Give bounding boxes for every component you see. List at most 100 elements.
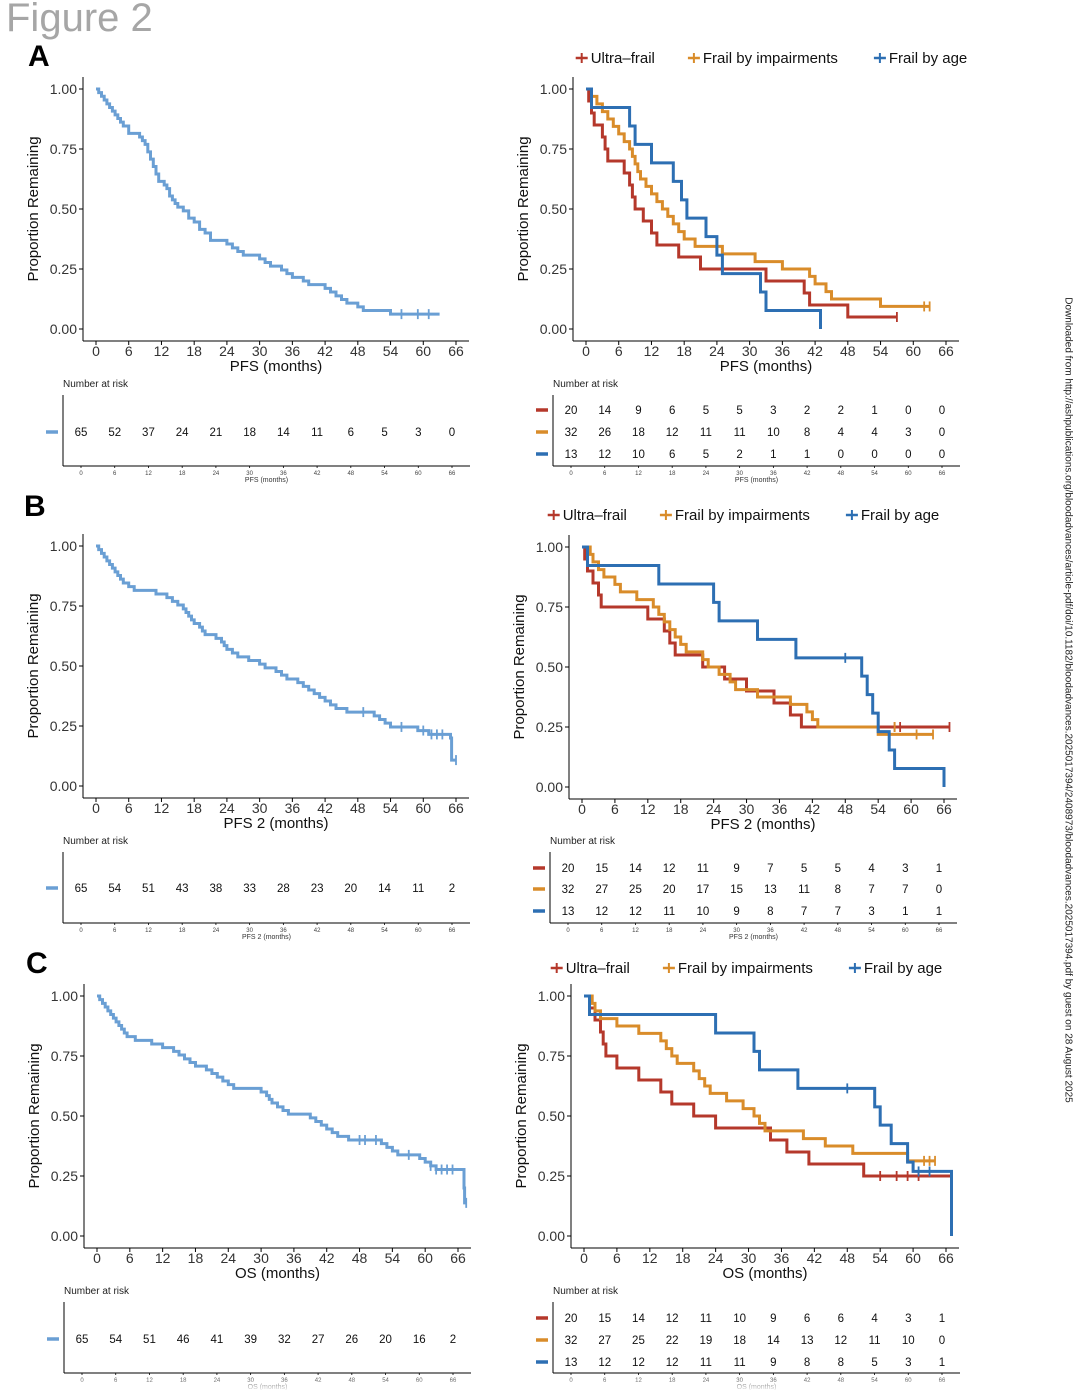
- y-tick-label: 1.00: [50, 81, 77, 97]
- x-tick-label: 48: [352, 1250, 368, 1266]
- risk-count: 0: [939, 449, 945, 461]
- x-tick-label: 42: [805, 801, 821, 817]
- km-curve-overall: [97, 994, 467, 1205]
- x-axis-label: PFS 2 (months): [223, 815, 328, 832]
- km-curve-ultra_frail: [582, 545, 950, 729]
- risk-count: 12: [666, 1357, 679, 1369]
- risk-count: 15: [595, 863, 608, 875]
- x-tick-label: 12: [155, 1250, 171, 1266]
- risk-count: 5: [871, 1357, 877, 1369]
- y-axis-label: Proportion Remaining: [25, 136, 42, 281]
- risk-count: 28: [277, 883, 290, 895]
- x-tick-label: 60: [905, 1250, 921, 1266]
- risk-count: 9: [770, 1313, 776, 1325]
- risk-count: 27: [595, 884, 608, 896]
- risk-count: 4: [838, 427, 845, 439]
- risk-count: 11: [798, 884, 810, 896]
- risk-count: 3: [868, 906, 874, 918]
- km-curve-frail_impairments: [582, 545, 933, 736]
- risk-count: 2: [450, 1334, 456, 1346]
- risk-x-tick-label: 0: [79, 471, 83, 477]
- risk-count: 20: [565, 1313, 578, 1325]
- risk-count: 33: [243, 883, 256, 895]
- y-tick-label: 0.25: [50, 718, 77, 734]
- y-tick-label: 0.50: [50, 658, 77, 674]
- risk-x-tick-label: 54: [868, 928, 875, 934]
- risk-x-tick-label: 60: [905, 471, 912, 477]
- x-tick-label: 0: [582, 343, 590, 359]
- risk-x-axis-label: PFS 2 (months): [729, 934, 778, 941]
- risk-x-tick-label: 36: [767, 928, 774, 934]
- risk-count: 14: [277, 427, 290, 439]
- risk-count: 21: [210, 427, 223, 439]
- risk-x-tick-label: 36: [770, 471, 777, 477]
- risk-x-tick-label: 42: [314, 928, 321, 934]
- risk-count: 12: [598, 1357, 611, 1369]
- risk-count: 5: [835, 863, 841, 875]
- risk-x-tick-label: 12: [632, 928, 639, 934]
- risk-x-tick-label: 54: [381, 928, 388, 934]
- risk-count: 4: [871, 1313, 878, 1325]
- x-tick-label: 48: [350, 343, 366, 359]
- chart-B-overall: 0.000.250.500.751.000 6 12 18 24 30 36 42 48 54 60…: [25, 534, 470, 941]
- legend-label: Ultra–frail: [566, 960, 630, 977]
- risk-x-tick-label: 54: [871, 471, 878, 477]
- x-tick-label: 6: [126, 1250, 134, 1266]
- x-tick-label: 24: [706, 801, 722, 817]
- risk-x-tick-label: 42: [804, 471, 811, 477]
- chart-legend: Ultra–frail Frail by impairments Frail by …: [575, 50, 967, 67]
- x-tick-label: 12: [154, 800, 170, 816]
- x-tick-label: 54: [383, 800, 399, 816]
- km-curve-ultra_frail: [586, 87, 897, 319]
- risk-count: 13: [562, 906, 575, 918]
- risk-x-tick-label: 66: [449, 928, 456, 934]
- risk-table: Number at risk65545146413932272620162061…: [47, 1286, 471, 1390]
- risk-count: 20: [562, 863, 575, 875]
- risk-table-title: Number at risk: [63, 836, 129, 847]
- risk-x-tick-label: 12: [635, 471, 642, 477]
- risk-count: 1: [936, 906, 942, 918]
- risk-table-title: Number at risk: [553, 379, 619, 390]
- y-tick-label: 0.25: [51, 1168, 78, 1184]
- risk-count: 32: [278, 1334, 291, 1346]
- risk-count: 11: [734, 1357, 746, 1369]
- y-tick-label: 0.00: [540, 321, 567, 337]
- y-tick-label: 1.00: [540, 81, 567, 97]
- risk-count: 26: [598, 427, 611, 439]
- km-curve-overall: [96, 544, 456, 762]
- risk-count: 52: [108, 427, 121, 439]
- x-tick-label: 30: [741, 1250, 757, 1266]
- risk-count: 14: [632, 1313, 645, 1325]
- risk-count: 1: [902, 906, 908, 918]
- x-tick-label: 18: [188, 1250, 204, 1266]
- y-tick-label: 0.75: [50, 141, 77, 157]
- risk-count: 15: [598, 1313, 611, 1325]
- km-curve-frail_impairments: [586, 87, 930, 308]
- risk-count: 7: [767, 863, 773, 875]
- risk-count: 54: [109, 1334, 122, 1346]
- risk-count: 12: [666, 1313, 679, 1325]
- risk-count: 11: [869, 1335, 881, 1347]
- risk-count: 3: [905, 427, 911, 439]
- risk-count: 1: [871, 405, 877, 417]
- risk-count: 24: [176, 427, 189, 439]
- x-tick-label: 54: [383, 343, 399, 359]
- chart-legend: Ultra–frail Frail by impairments Frail by …: [547, 507, 939, 524]
- x-tick-label: 36: [285, 800, 301, 816]
- risk-count: 11: [700, 1313, 712, 1325]
- risk-x-tick-label: 6: [113, 471, 117, 477]
- x-tick-label: 60: [417, 1250, 433, 1266]
- x-tick-label: 42: [807, 343, 823, 359]
- km-curve-frail_impairments: [584, 994, 935, 1163]
- risk-count: 11: [700, 1357, 712, 1369]
- risk-count: 5: [703, 405, 709, 417]
- risk-count: 20: [344, 883, 357, 895]
- risk-count: 65: [75, 883, 88, 895]
- risk-count: 1: [936, 863, 942, 875]
- risk-count: 6: [348, 427, 354, 439]
- risk-x-tick-label: 0: [79, 928, 83, 934]
- y-axis-label: Proportion Remaining: [26, 1043, 43, 1188]
- risk-count: 51: [142, 883, 155, 895]
- risk-x-tick-label: 66: [449, 471, 456, 477]
